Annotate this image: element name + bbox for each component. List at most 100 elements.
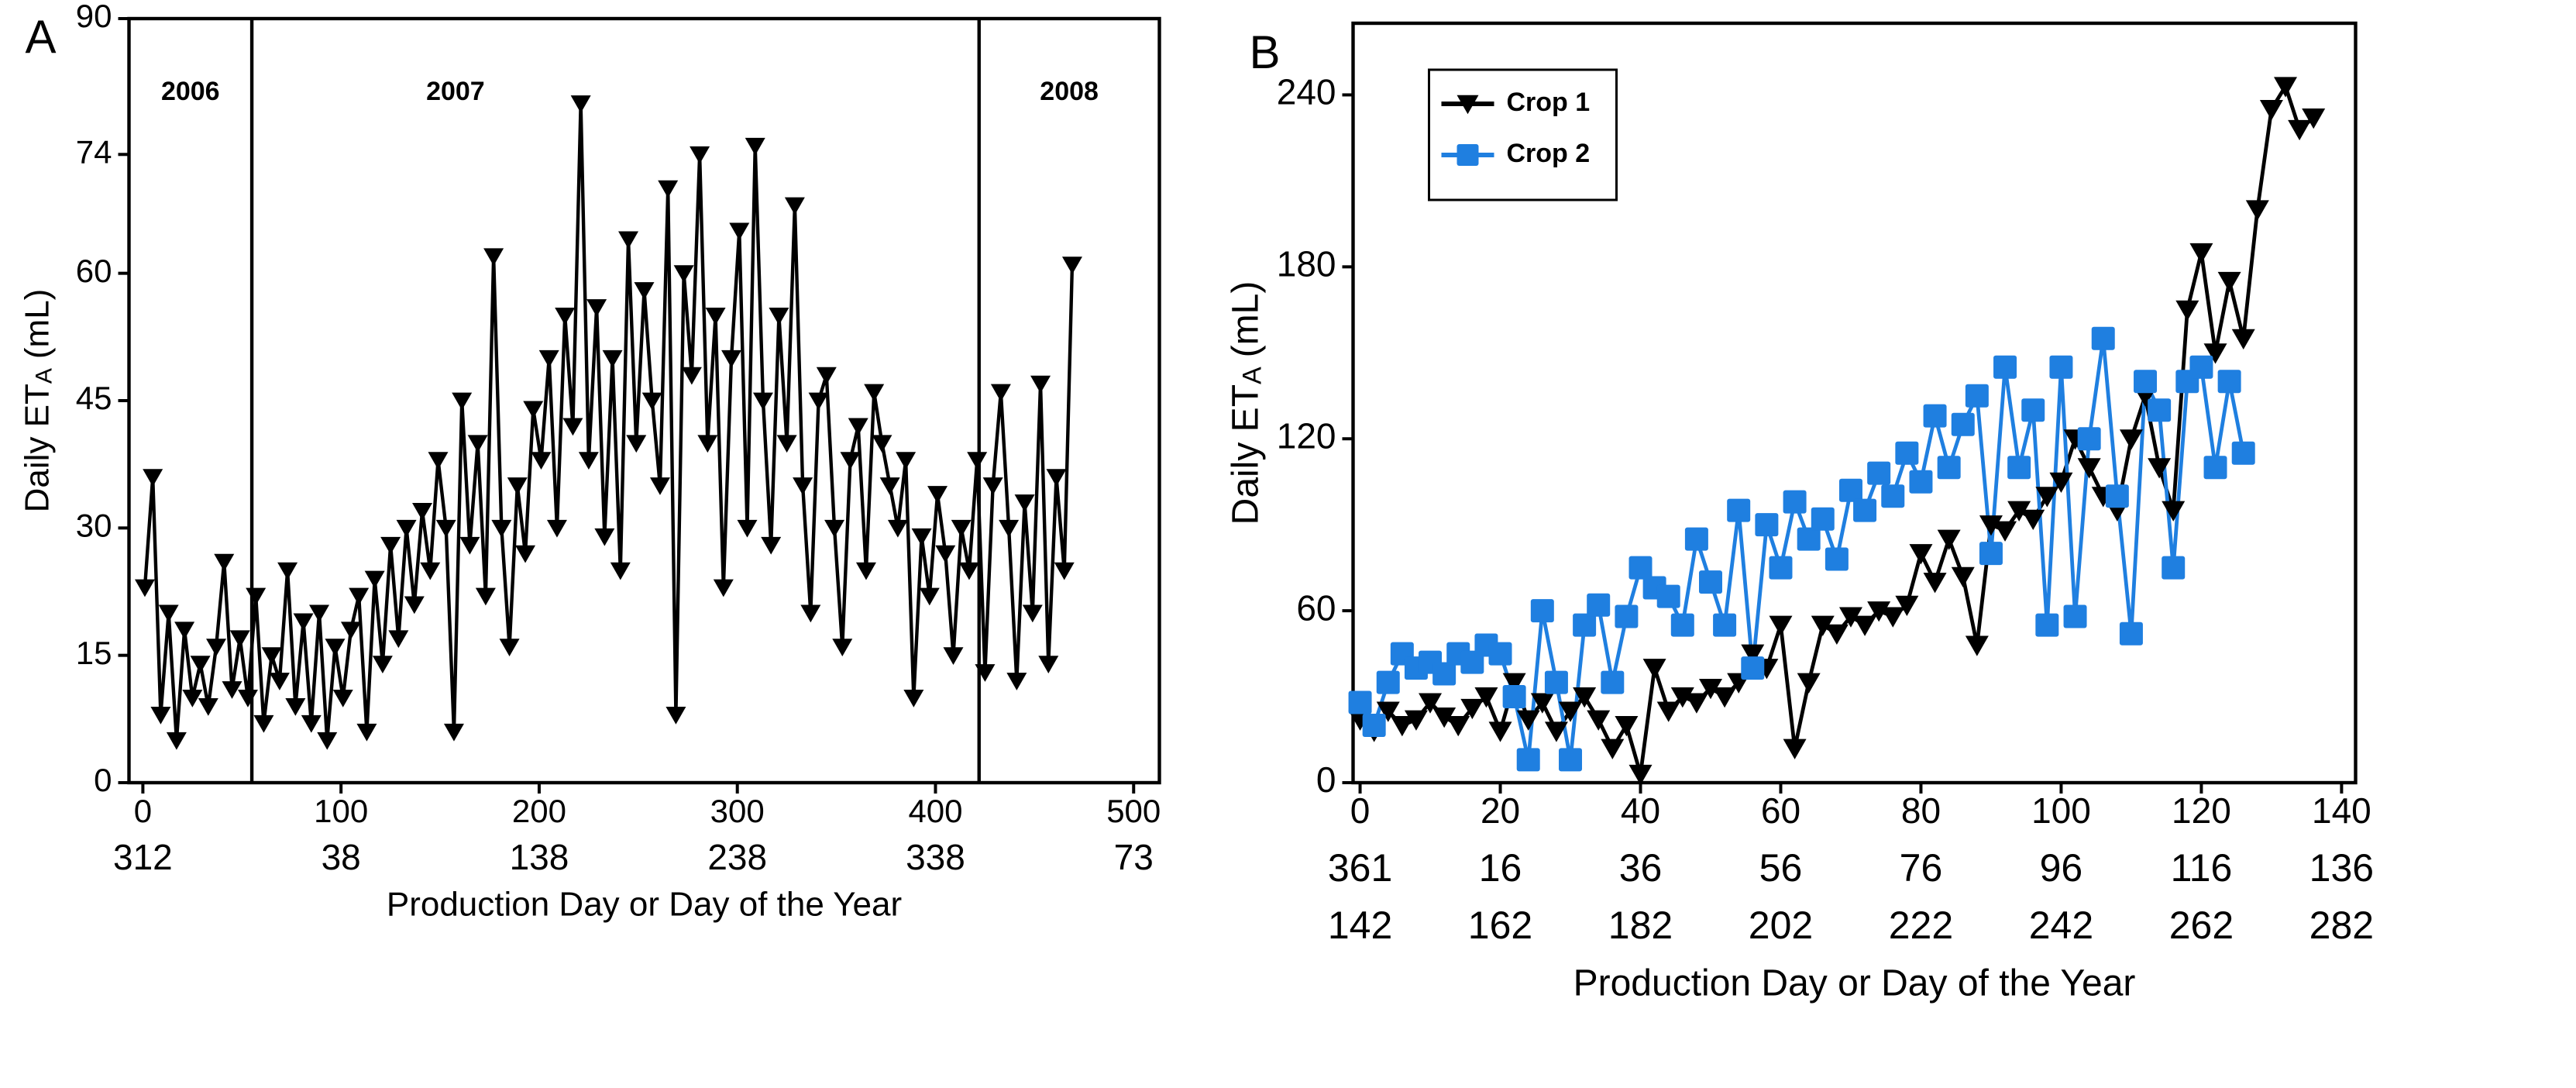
data-marker (649, 477, 670, 495)
day-of-year-label: 76 (1900, 846, 1943, 890)
data-marker (1670, 613, 1694, 637)
data-marker (1054, 562, 1075, 580)
data-marker (958, 562, 979, 580)
legend-label: Crop 2 (1507, 139, 1591, 168)
data-marker (1923, 404, 1947, 428)
year-label: 2008 (1040, 77, 1099, 106)
data-marker (237, 690, 258, 708)
data-marker (1727, 498, 1751, 522)
data-marker (927, 486, 948, 504)
data-marker (1432, 707, 1457, 728)
data-marker (1881, 607, 1905, 628)
data-marker (982, 477, 1003, 495)
data-marker (602, 349, 623, 368)
legend-label: Crop 1 (1507, 88, 1591, 117)
data-marker (1516, 710, 1540, 731)
data-marker (967, 452, 988, 470)
data-marker (531, 452, 552, 470)
day-of-year-label: 142 (1328, 904, 1392, 947)
x-axis-title: Production Day or Day of the Year (387, 886, 902, 924)
day-of-year-label: 36 (1619, 846, 1663, 890)
data-marker (570, 95, 591, 113)
data-marker (1656, 584, 1680, 608)
data-marker (840, 452, 861, 470)
x-tick-label: 100 (2031, 790, 2091, 831)
x-tick-label: 40 (1621, 790, 1660, 831)
data-marker (1516, 748, 1540, 772)
data-marker (919, 587, 940, 606)
data-marker (1559, 701, 1583, 722)
y-tick-label: 45 (76, 380, 112, 416)
panel-label: B (1250, 26, 1281, 78)
data-marker (332, 690, 353, 708)
day-of-year-label: 16 (1479, 846, 1522, 890)
y-tick-label: 60 (76, 253, 112, 289)
data-marker (1488, 642, 1512, 666)
day-of-year-label: 202 (1749, 904, 1813, 947)
data-marker (1993, 521, 2017, 542)
data-marker (2245, 200, 2269, 221)
day-of-year-label: 182 (1608, 904, 1673, 947)
data-marker (182, 690, 203, 708)
day-of-year-label: 361 (1328, 846, 1392, 890)
data-marker (872, 435, 892, 453)
data-marker (879, 477, 900, 495)
data-marker (896, 452, 917, 470)
data-marker (2189, 243, 2213, 264)
data-marker (562, 418, 583, 436)
data-marker (911, 528, 932, 546)
data-marker (1684, 693, 1708, 714)
data-marker (1937, 456, 1961, 480)
data-marker (1838, 478, 1862, 502)
data-marker (2021, 509, 2045, 531)
data-marker (2217, 271, 2241, 293)
y-tick-label: 240 (1277, 72, 1336, 112)
data-marker (1937, 529, 1961, 550)
data-marker (2288, 119, 2312, 141)
data-marker (990, 384, 1011, 402)
data-marker (467, 435, 488, 453)
data-marker (1628, 556, 1653, 580)
data-marker (1769, 556, 1793, 580)
data-marker (1755, 513, 1779, 537)
data-marker (388, 630, 409, 649)
data-marker (174, 621, 195, 640)
data-marker (483, 248, 504, 267)
data-marker (665, 706, 686, 725)
data-marker (935, 545, 956, 563)
data-marker (1853, 498, 1877, 522)
data-marker (1698, 678, 1722, 700)
data-marker (349, 587, 370, 606)
data-marker (2148, 398, 2172, 422)
data-marker (681, 367, 702, 385)
data-marker (1390, 716, 1414, 737)
data-marker (658, 180, 679, 198)
data-marker (190, 656, 211, 673)
data-marker (951, 519, 972, 538)
data-marker (1670, 687, 1694, 708)
data-marker (1993, 355, 2017, 379)
data-marker (404, 596, 425, 615)
data-marker (2035, 613, 2059, 637)
data-marker (1797, 527, 1821, 551)
data-marker (634, 282, 655, 300)
data-marker (2077, 458, 2101, 479)
data-marker (705, 308, 726, 325)
data-marker (1783, 490, 1807, 514)
data-marker (1376, 670, 1400, 694)
data-marker (2021, 398, 2045, 422)
data-marker (626, 435, 647, 453)
data-marker (499, 639, 520, 657)
data-marker (1348, 690, 1372, 714)
data-marker (1419, 693, 1443, 714)
x-axis-title: Production Day or Day of the Year (1573, 963, 2136, 1004)
data-marker (261, 647, 282, 666)
data-marker (864, 384, 885, 402)
data-marker (1014, 494, 1035, 512)
data-marker (2134, 370, 2158, 394)
x-tick-label: 140 (2312, 790, 2371, 831)
data-marker (1038, 656, 1059, 673)
day-of-year-label: 96 (2040, 846, 2083, 890)
data-marker (1530, 693, 1554, 714)
